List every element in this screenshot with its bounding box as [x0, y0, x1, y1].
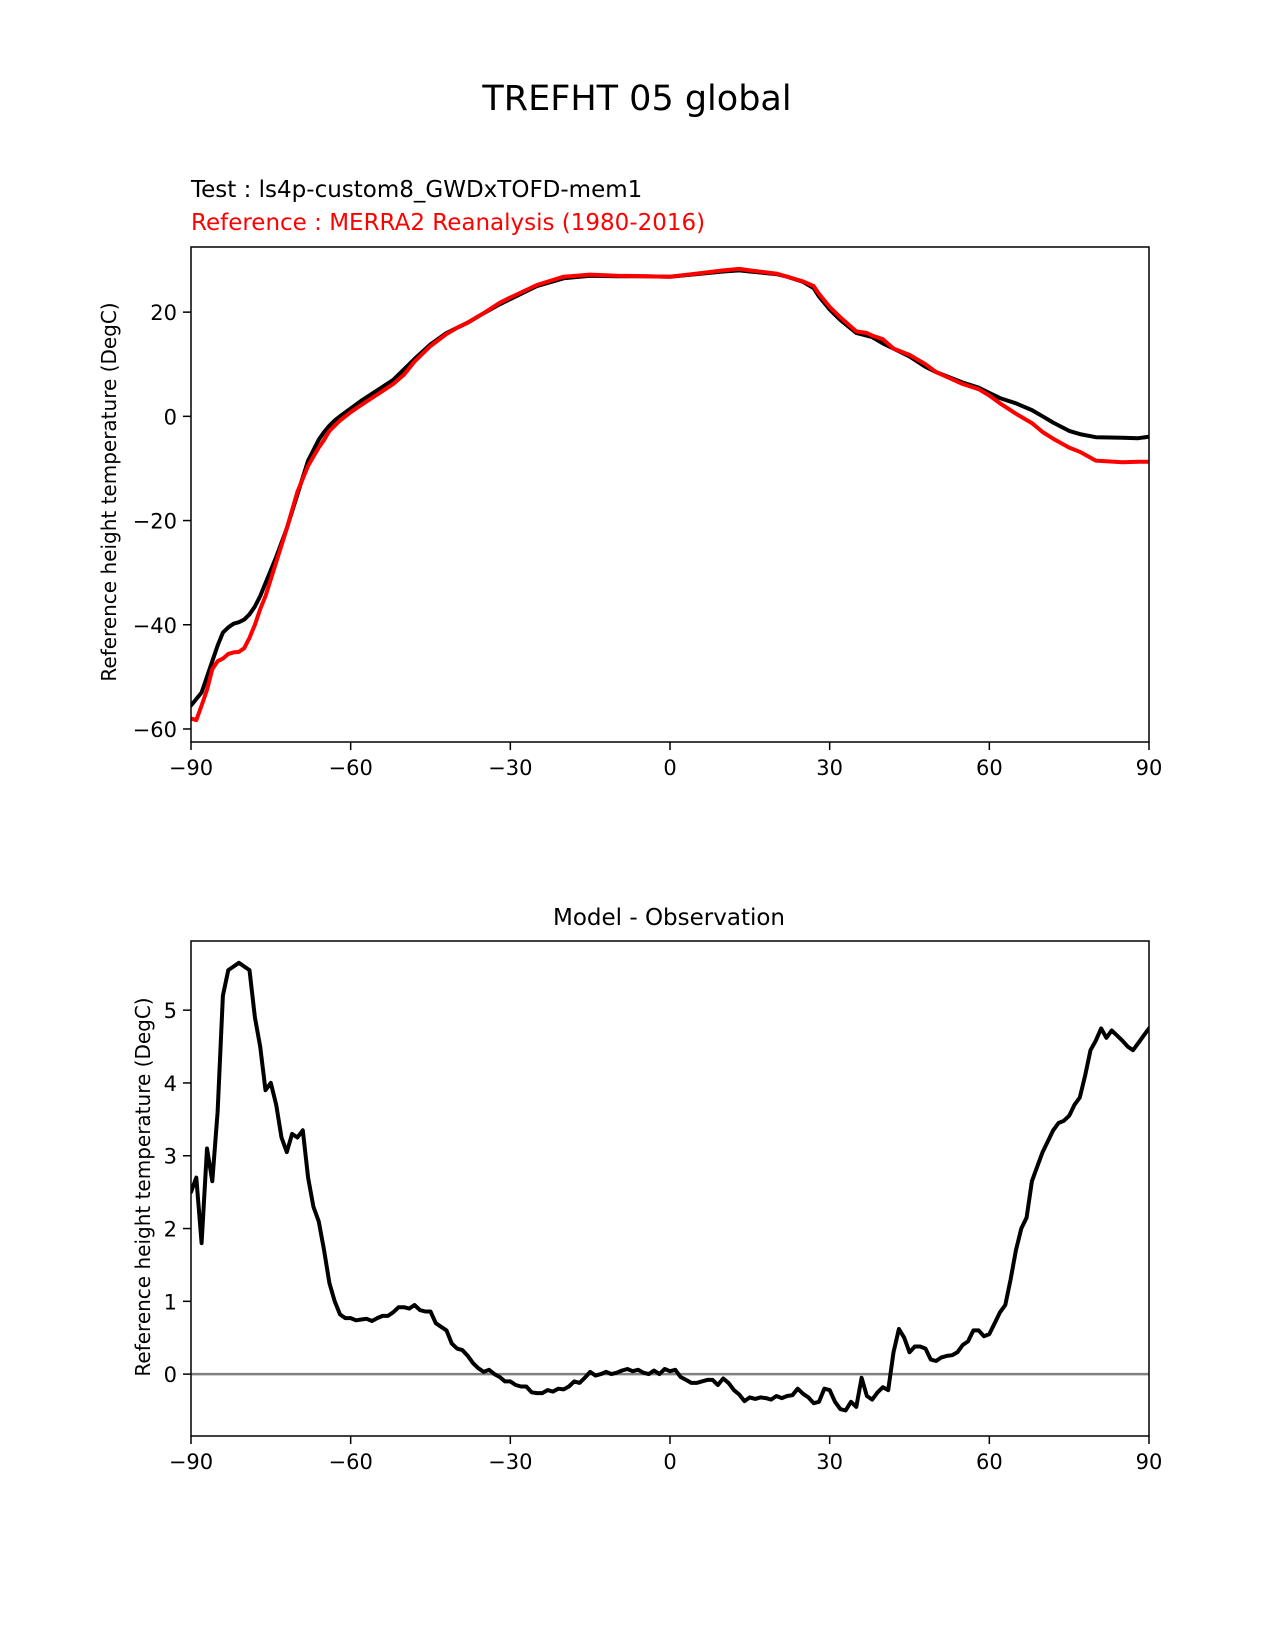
bottom-chart-xtick-label: 30 [816, 1450, 843, 1474]
top-chart-series-line-1 [191, 266, 1149, 723]
bottom-chart-ytick-label: 2 [164, 1218, 177, 1242]
bottom-chart-ytick-label: 3 [164, 1145, 177, 1169]
top-chart-xtick-label: 60 [976, 756, 1003, 780]
top-chart-ytick-label: 0 [164, 405, 177, 429]
top-chart-xtick-label: −90 [169, 756, 213, 780]
top-chart-ytick-label: 20 [150, 301, 177, 325]
bottom-chart: Model - Observation Reference height tem… [131, 905, 1162, 1474]
top-chart-reference-label: Reference : MERRA2 Reanalysis (1980-2016… [191, 210, 705, 236]
bottom-chart-ytick-label: 1 [164, 1290, 177, 1314]
bottom-chart-xtick-label: −60 [329, 1450, 373, 1474]
bottom-chart-title: Model - Observation [553, 905, 785, 931]
bottom-chart-xtick-label: 60 [976, 1450, 1003, 1474]
top-chart: Test : ls4p-custom8_GWDxTOFD-mem1 Refere… [97, 177, 1162, 780]
bottom-chart-series-line-0 [191, 960, 1149, 1413]
top-chart-xtick-label: −30 [488, 756, 532, 780]
top-chart-ytick-label: −20 [133, 510, 177, 534]
bottom-chart-ylabel: Reference height temperature (DegC) [131, 997, 155, 1376]
top-chart-xtick-label: 90 [1136, 756, 1163, 780]
top-chart-xtick-label: −60 [329, 756, 373, 780]
figure-title: TREFHT 05 global [481, 79, 791, 119]
bottom-chart-ytick-label: 5 [164, 999, 177, 1023]
bottom-chart-xtick-label: 90 [1136, 1450, 1163, 1474]
bottom-chart-xtick-label: −30 [488, 1450, 532, 1474]
top-chart-xtick-label: 0 [663, 756, 676, 780]
top-chart-ytick-label: −60 [133, 718, 177, 742]
top-chart-test-label: Test : ls4p-custom8_GWDxTOFD-mem1 [190, 177, 642, 203]
bottom-chart-ytick-label: 0 [164, 1363, 177, 1387]
top-chart-ytick-label: −40 [133, 614, 177, 638]
bottom-chart-xtick-label: −90 [169, 1450, 213, 1474]
bottom-chart-ytick-label: 4 [164, 1072, 177, 1096]
top-chart-xtick-label: 30 [816, 756, 843, 780]
top-chart-ylabel: Reference height temperature (DegC) [97, 302, 121, 681]
bottom-chart-xtick-label: 0 [663, 1450, 676, 1474]
